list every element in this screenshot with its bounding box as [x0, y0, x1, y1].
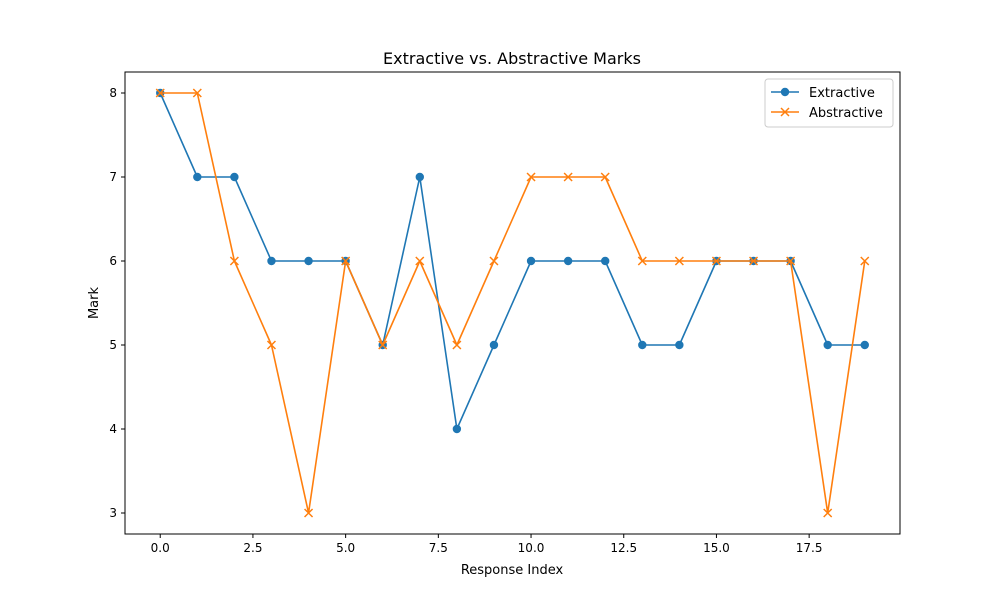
y-tick-label: 6 — [109, 254, 117, 268]
extractive-point — [601, 256, 610, 266]
extractive-point — [304, 256, 313, 266]
y-tick-label: 3 — [109, 506, 117, 520]
abstractive-point — [192, 88, 202, 98]
axes-frame — [124, 71, 901, 535]
legend-extractive-marker — [780, 87, 790, 97]
abstractive-point — [823, 508, 833, 518]
abstractive-point — [155, 88, 165, 98]
extractive-point — [563, 256, 573, 266]
abstractive-point — [600, 172, 610, 182]
extractive-point — [230, 172, 239, 182]
abstractive-point — [489, 256, 499, 266]
extractive-point — [823, 340, 832, 350]
x-tick-label: 0.0 — [151, 541, 170, 555]
extractive-point — [267, 256, 276, 266]
extractive-point — [526, 256, 536, 266]
abstractive-point — [341, 256, 351, 266]
abstractive-point — [786, 256, 796, 266]
abstractive-point — [266, 340, 277, 350]
abstractive-point — [415, 256, 425, 266]
abstractive-point — [378, 340, 388, 350]
abstractive-point — [452, 340, 462, 350]
abstractive-point — [304, 508, 314, 518]
y-tick-label: 5 — [109, 338, 117, 352]
x-tick-label: 5.0 — [336, 541, 355, 555]
abstractive-point — [860, 256, 870, 266]
extractive-point — [860, 340, 869, 350]
extractive-point — [638, 340, 647, 350]
abstractive-point — [563, 172, 573, 182]
x-tick-label: 10.0 — [518, 541, 545, 555]
extractive-point — [452, 424, 462, 434]
abstractive-point — [229, 256, 239, 266]
abstractive-point — [637, 256, 647, 266]
y-tick-label: 8 — [109, 86, 117, 100]
x-tick-label: 7.5 — [429, 541, 448, 555]
y-axis-label: Mark — [87, 287, 102, 320]
legend-extractive-label: Extractive — [809, 86, 875, 101]
abstractive-series-line — [160, 92, 866, 514]
chart-title: Extractive vs. Abstractive Marks — [383, 49, 641, 68]
extractive-point — [415, 172, 424, 182]
x-tick-label: 2.5 — [243, 541, 262, 555]
extractive-point — [489, 340, 499, 350]
legend-abstractive-marker — [780, 107, 790, 117]
abstractive-point — [674, 256, 684, 266]
x-tick-label: 15.0 — [703, 541, 730, 555]
extractive-point — [675, 340, 684, 350]
x-tick-label: 17.5 — [796, 541, 823, 555]
abstractive-point — [748, 256, 759, 266]
x-axis-label: Response Index — [461, 563, 564, 578]
y-tick-label: 7 — [109, 170, 117, 184]
plot-area: 0.0 2.5 5.0 7.5 10.0 12.5 15.0 17.5 3 4 5 6 7 8 Extrac… — [109, 71, 901, 555]
abstractive-point — [711, 256, 721, 266]
legend-abstractive-label: Abstractive — [809, 106, 883, 121]
abstractive-point — [526, 172, 536, 182]
x-tick-label: 12.5 — [610, 541, 637, 555]
legend-box — [764, 78, 894, 128]
y-tick-label: 4 — [109, 422, 117, 436]
extractive-point — [193, 172, 202, 182]
